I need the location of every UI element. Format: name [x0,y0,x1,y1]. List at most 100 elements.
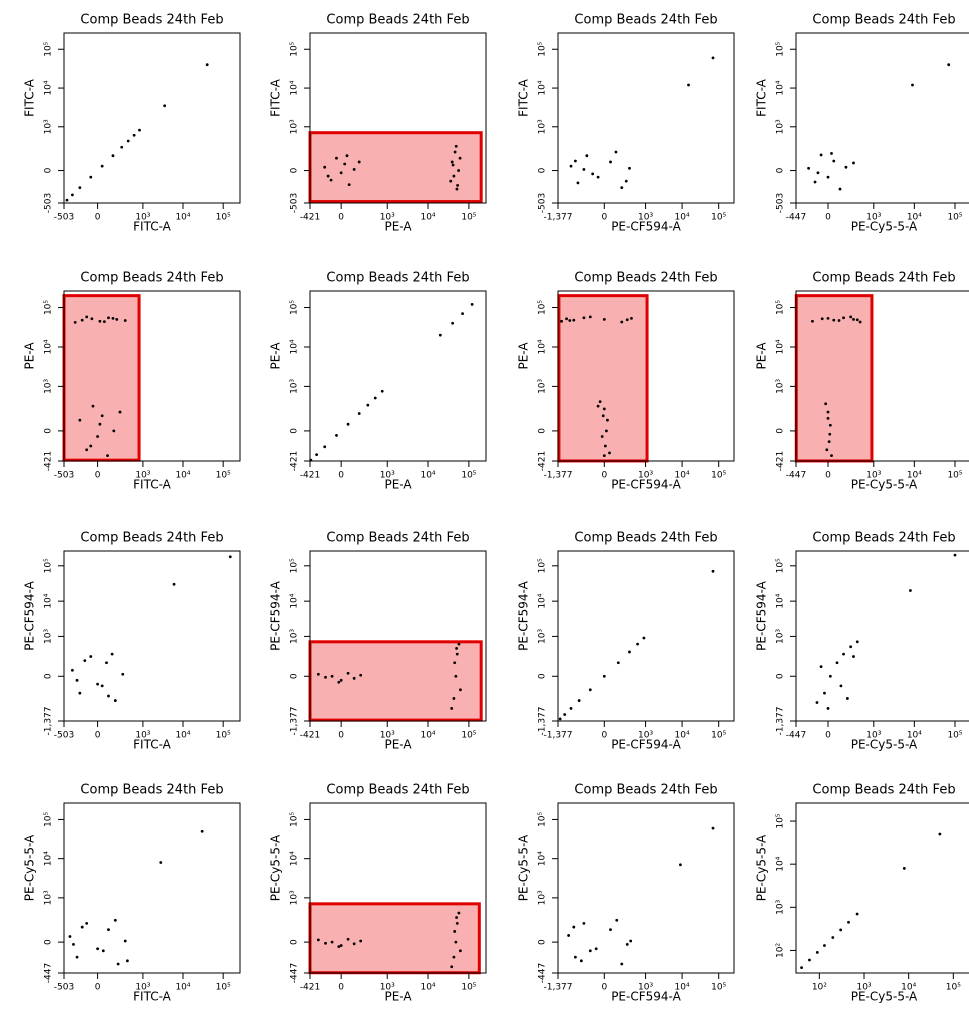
x-tick-label: 10⁵ [216,471,231,481]
y-tick-label: 10⁴ [538,593,548,608]
event-dot [579,959,583,963]
plot-title: Comp Beads 24th Feb [326,783,469,798]
x-tick-label: -1,377 [543,471,572,481]
event-dot [459,688,462,692]
x-tick-label: -1,377 [543,983,572,993]
plot-frame [63,550,241,722]
x-tick-label: 10³ [135,471,150,481]
event-dot [324,675,327,679]
y-tick-label: 10³ [538,890,548,905]
plot-title: Comp Beads 24th Feb [80,13,223,28]
event-dot [91,404,95,408]
x-tick-label: 0 [95,731,101,741]
x-tick-label: 10⁴ [175,213,190,223]
event-dot [568,319,572,322]
event-dot [602,318,606,321]
plot-frame [309,802,487,974]
event-dot [591,172,595,176]
gate [308,902,481,975]
x-tick-label: 10⁴ [420,213,435,223]
event-dot [373,396,377,400]
event-dot [823,944,826,947]
event-dot [115,318,119,321]
event-dot [352,942,356,946]
x-tick-label: 10⁵ [711,213,726,223]
y-tick-label: 0 [44,428,54,434]
event-dot [78,186,82,190]
event-dot [316,672,320,676]
x-tick-label: 0 [95,213,101,223]
event-dot [330,940,334,944]
x-axis-label: PE-CF594-A [611,220,681,234]
event-dot [324,941,327,945]
event-dot [567,934,571,937]
event-dot [852,161,855,165]
event-dot [572,318,576,322]
y-tick-label: 10⁴ [44,851,54,866]
y-axis-label: PE-CF594-A [23,580,37,650]
y-tick-label: 10³ [290,628,300,643]
x-axis-label: PE-A [384,990,412,1004]
event-dot [572,925,576,929]
x-tick-label: 10⁴ [420,471,435,481]
event-dot [953,553,957,557]
event-dot [614,150,618,154]
event-dot [830,454,833,458]
event-dot [807,166,810,170]
event-dot [352,168,356,171]
y-tick-label: 10⁴ [44,593,54,608]
event-dot [630,317,633,320]
y-tick-label: 10⁵ [776,558,786,573]
event-dot [828,432,832,436]
event-dot [110,652,114,656]
x-axis-label: FITC-A [133,478,172,492]
y-axis-label: FITC-A [269,78,283,117]
event-dot [205,63,209,67]
event-dot [456,184,460,187]
event-dot [826,707,830,710]
y-tick-label: 0 [538,428,548,434]
plot-title: Comp Beads 24th Feb [326,271,469,286]
event-dot [819,665,823,669]
y-tick-label: 10⁵ [44,812,54,827]
x-tick-label: 10⁴ [901,983,916,993]
x-tick-label: 0 [601,471,607,481]
y-tick-label: 10⁵ [538,558,548,573]
y-axis-label: FITC-A [23,78,37,117]
y-tick-label: -447 [44,963,54,983]
plot-frame [309,290,487,462]
y-tick-label: 0 [538,939,548,945]
event-dot [125,959,129,963]
event-dot [323,445,327,449]
event-dot [828,423,832,427]
event-dot [596,404,600,408]
event-dot [228,555,232,559]
event-dot [815,701,819,704]
event-dot [98,319,102,323]
plot-title: Comp Beads 24th Feb [80,271,223,286]
event-dot [113,918,117,922]
event-dot [605,429,608,433]
event-dot [845,697,849,700]
x-axis-label: PE-CF594-A [611,738,681,752]
event-dot [454,144,458,148]
y-tick-label: 10⁵ [290,300,300,315]
event-dot [163,104,167,108]
event-dot [451,321,455,325]
y-tick-label: 10⁴ [44,80,54,95]
event-dot [172,582,176,586]
event-dot [457,169,460,172]
x-axis-label: FITC-A [133,220,172,234]
event-dot [138,128,141,132]
gate [308,640,483,722]
x-tick-label: 0 [825,731,831,741]
plot-frame [557,550,735,722]
event-dot [823,691,826,695]
event-dot [819,153,823,157]
event-dot [609,928,612,932]
x-tick-label: -447 [786,731,806,741]
x-axis-label: PE-Cy5-5-A [851,220,918,234]
event-dot [102,320,106,324]
event-dot [453,930,457,933]
event-dot [73,320,77,324]
